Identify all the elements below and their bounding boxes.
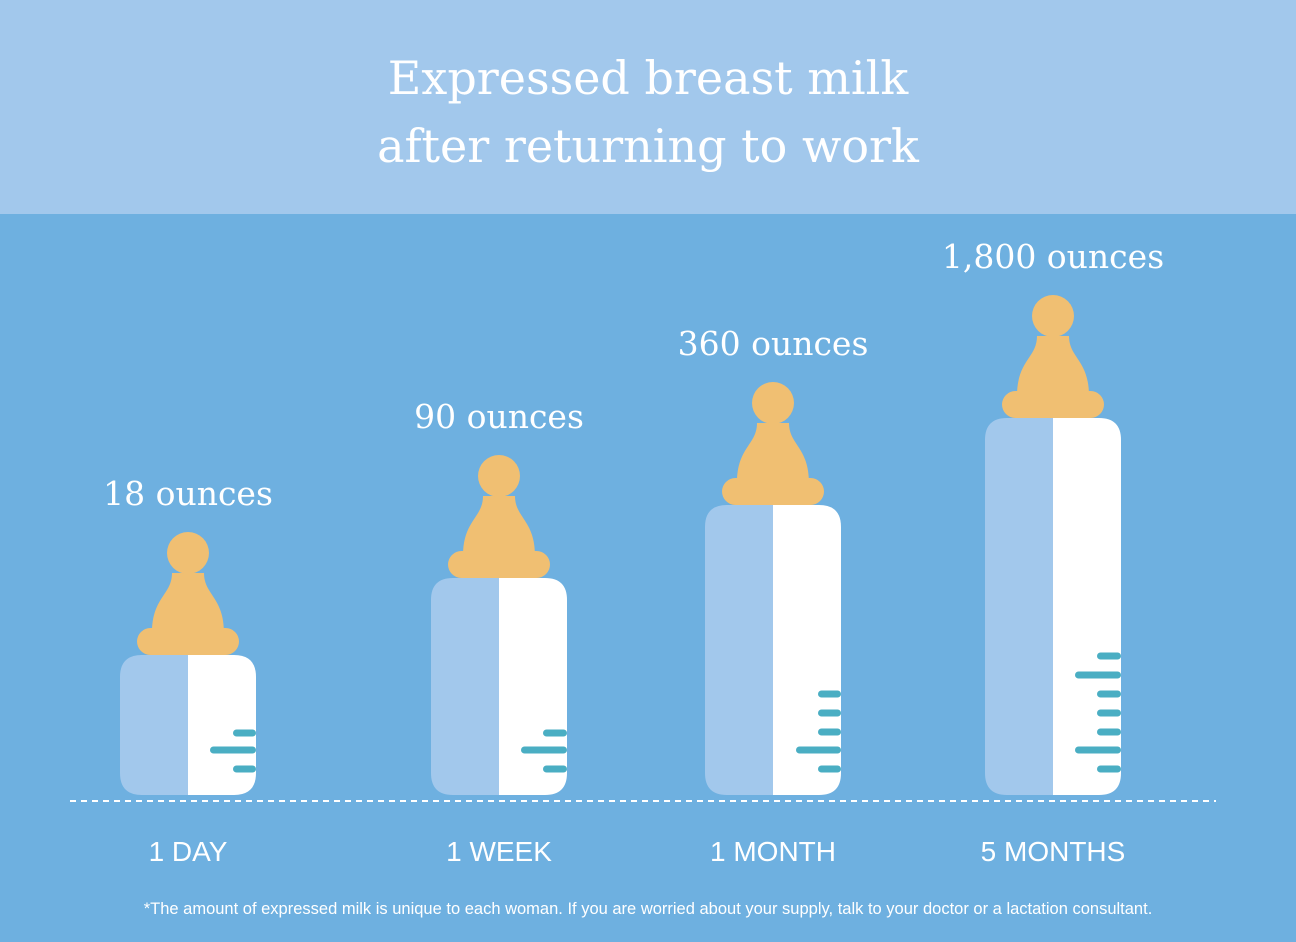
value-label: 1,800 ounces	[941, 237, 1165, 276]
category-label: 1 WEEK	[446, 836, 552, 867]
category-label: 5 MONTHS	[980, 836, 1126, 867]
bottle-left-half	[120, 655, 188, 795]
title-line-2: after returning to work	[377, 119, 919, 173]
measure-tick	[818, 690, 841, 698]
nipple-collar	[448, 551, 550, 578]
nipple-stem	[152, 573, 224, 633]
measure-tick	[233, 765, 256, 773]
measure-tick	[210, 746, 256, 754]
nipple-tip	[1032, 295, 1074, 337]
measure-tick	[1097, 728, 1121, 736]
measure-tick	[796, 746, 841, 754]
nipple-collar	[137, 628, 239, 655]
measure-tick	[818, 728, 841, 736]
measure-tick	[543, 729, 567, 737]
measure-tick	[1097, 709, 1121, 717]
bottle-left-half	[985, 418, 1053, 795]
bottle-right-half	[499, 578, 567, 795]
nipple-stem	[1017, 336, 1089, 396]
measure-tick	[1097, 765, 1121, 773]
measure-tick	[818, 765, 841, 773]
bottle-left-half	[431, 578, 499, 795]
nipple-stem	[737, 423, 809, 483]
nipple-collar	[722, 478, 824, 505]
bottle-4	[985, 295, 1121, 795]
nipple-tip	[478, 455, 520, 497]
measure-tick	[543, 765, 567, 773]
bottle-left-half	[705, 505, 773, 795]
bottle-2	[431, 455, 567, 795]
measure-tick	[1075, 671, 1121, 679]
measure-tick	[521, 746, 567, 754]
measure-tick	[1075, 746, 1121, 754]
value-label: 360 ounces	[677, 324, 869, 363]
bottle-right-half	[773, 505, 841, 795]
value-label: 18 ounces	[103, 474, 273, 513]
bottle-right-half	[188, 655, 256, 795]
nipple-collar	[1002, 391, 1104, 418]
title-line-1: Expressed breast milk	[387, 51, 909, 105]
bottle-1	[120, 532, 256, 795]
nipple-tip	[167, 532, 209, 574]
measure-tick	[818, 709, 841, 717]
nipple-stem	[463, 496, 535, 556]
chart-title: Expressed breast milk after returning to…	[0, 44, 1296, 180]
bottle-right-half	[1053, 418, 1121, 795]
bottle-3	[705, 382, 841, 795]
measure-tick	[1097, 690, 1121, 698]
measure-tick	[1097, 652, 1121, 660]
value-label: 90 ounces	[414, 397, 584, 436]
measure-tick	[233, 729, 256, 737]
category-label: 1 MONTH	[710, 836, 836, 867]
category-label: 1 DAY	[148, 836, 228, 867]
nipple-tip	[752, 382, 794, 424]
header-band	[0, 0, 1296, 214]
footnote: *The amount of expressed milk is unique …	[143, 900, 1153, 918]
